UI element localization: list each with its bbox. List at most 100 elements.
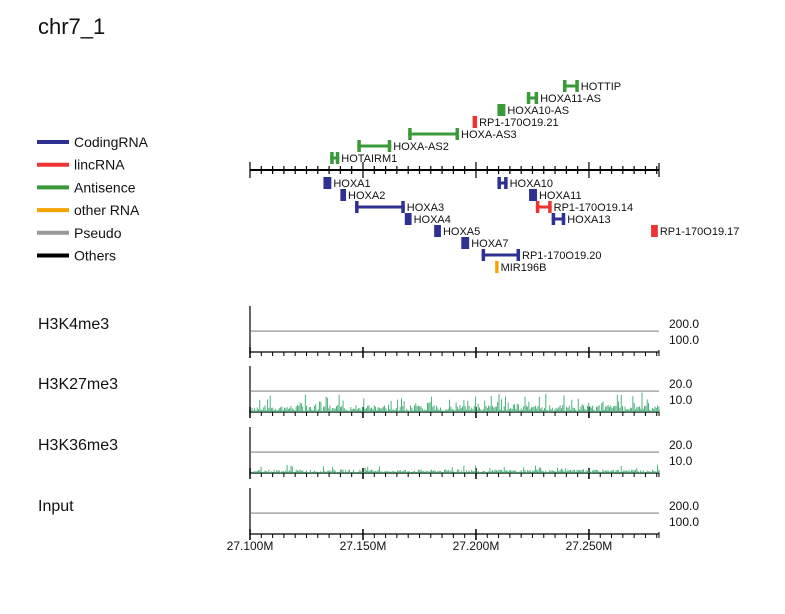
x-tick-label: 27.250M: [566, 539, 613, 553]
gene-exon: [562, 80, 567, 92]
gene-exon: [534, 92, 539, 104]
gene-label: HOXA11-AS: [540, 93, 601, 105]
signal-track: Input 200.0 100.0: [38, 488, 699, 540]
gene-exon: [335, 152, 340, 164]
gene-label: MIR196B: [501, 262, 547, 274]
track-scale-max: 20.0: [669, 438, 693, 452]
track-scale-mid: 100.0: [669, 333, 699, 347]
gene-feature: HOXA11: [529, 189, 582, 202]
gene-exon: [461, 237, 470, 249]
gene-exon: [497, 104, 506, 116]
gene-feature: RP1-170O19.14: [535, 201, 634, 214]
gene-features: HOTTIPHOXA11-ASHOXA10-ASRP1-170O19.21HOX…: [323, 80, 739, 274]
gene-feature: HOXA-AS3: [408, 128, 517, 141]
gene-exon: [472, 116, 478, 128]
gene-label: HOXA10-AS: [507, 105, 569, 117]
gene-exon: [575, 80, 579, 92]
x-tick-label: 27.150M: [340, 539, 387, 553]
legend-label: lincRNA: [74, 157, 125, 173]
gene-annotation-area: HOTTIPHOXA11-ASHOXA10-ASRP1-170O19.21HOX…: [249, 80, 739, 274]
signal-track: H3K27me3 20.0 10.0: [38, 366, 693, 418]
gene-label: HOXA-AS3: [461, 129, 517, 141]
gene-exon: [495, 261, 499, 273]
gene-exon: [408, 128, 412, 140]
gene-exon: [561, 213, 566, 225]
gene-label: HOXA10: [510, 178, 553, 190]
gene-feature: RP1-170O19.20: [481, 249, 602, 262]
gene-label: HOXA7: [471, 238, 508, 250]
gene-feature: MIR196B: [495, 261, 546, 274]
track-scale-mid: 100.0: [669, 515, 699, 529]
gene-exon: [387, 140, 392, 152]
gene-exon: [355, 201, 359, 213]
gene-label: RP1-170O19.21: [479, 117, 559, 129]
x-axis-tick-labels: 27.100M 27.150M 27.200M 27.250M: [227, 539, 613, 553]
gene-exon: [434, 225, 441, 237]
track-scale-max: 200.0: [669, 317, 699, 331]
gene-exon: [340, 189, 347, 201]
gene-feature: HOXA-AS2: [357, 140, 449, 153]
gene-exon: [481, 249, 486, 261]
gene-feature: HOXA5: [434, 225, 480, 238]
legend: CodingRNA lincRNA Antisence other RNA Pseudo…: [37, 134, 149, 264]
gene-label: HOXA4: [414, 214, 451, 226]
gene-exon: [455, 128, 460, 140]
gene-feature: HOTTIP: [562, 80, 621, 93]
gene-feature: HOXA10-AS: [497, 104, 569, 117]
track-scale-max: 20.0: [669, 377, 693, 391]
track-name: Input: [38, 498, 74, 515]
gene-exon: [404, 213, 412, 225]
gene-feature: HOXA4: [404, 213, 451, 226]
track-name: H3K36me3: [38, 437, 118, 454]
gene-exon: [516, 249, 521, 261]
gene-feature: HOXA13: [551, 213, 611, 226]
gene-exon: [357, 140, 361, 152]
gene-label: RP1-170O19.14: [554, 202, 634, 214]
gene-label: RP1-170O19.20: [522, 250, 602, 262]
gene-label: HOXA2: [348, 190, 385, 202]
gene-feature: HOXA1: [323, 177, 371, 190]
x-tick-label: 27.100M: [227, 539, 274, 553]
gene-label: HOTAIRM1: [341, 153, 397, 165]
gene-exon: [548, 201, 552, 213]
track-signal: [251, 464, 660, 473]
gene-label: HOTTIP: [581, 81, 621, 93]
gene-feature: HOXA7: [461, 237, 508, 250]
gene-exon: [330, 152, 334, 164]
gene-feature: RP1-170O19.21: [472, 116, 559, 129]
track-scale-mid: 10.0: [669, 393, 693, 407]
gene-feature: HOXA3: [355, 201, 444, 214]
gene-exon: [551, 213, 556, 225]
legend-label: CodingRNA: [74, 134, 149, 150]
x-tick-label: 27.200M: [453, 539, 500, 553]
gene-exon: [401, 201, 405, 213]
gene-label: HOXA3: [407, 202, 444, 214]
gene-label: HOXA1: [333, 178, 370, 190]
track-name: H3K4me3: [38, 316, 109, 333]
gene-exon: [651, 225, 658, 237]
legend-label: other RNA: [74, 202, 140, 218]
gene-feature: HOXA10: [497, 177, 553, 190]
gene-feature: HOTAIRM1: [330, 152, 397, 165]
gene-feature: RP1-170O19.17: [651, 225, 739, 238]
gene-label: HOXA13: [567, 214, 610, 226]
gene-exon: [323, 177, 332, 189]
gene-exon: [529, 189, 537, 201]
gene-label: HOXA5: [443, 226, 480, 238]
legend-label: Others: [74, 248, 116, 264]
track-name: H3K27me3: [38, 376, 118, 393]
track-scale-max: 200.0: [669, 499, 699, 513]
signal-track: H3K36me3 20.0 10.0: [38, 427, 693, 479]
track-signal: [251, 392, 660, 412]
legend-label: Antisence: [74, 179, 136, 195]
gene-exon: [497, 177, 501, 189]
gene-feature: HOXA11-AS: [526, 92, 601, 105]
gene-label: HOXA11: [539, 190, 582, 202]
legend-label: Pseudo: [74, 225, 122, 241]
genome-axis-ticks: [249, 162, 660, 178]
signal-track: H3K4me3 200.0 100.0: [38, 306, 699, 358]
figure-title: chr7_1: [38, 14, 105, 39]
track-scale-mid: 10.0: [669, 454, 693, 468]
